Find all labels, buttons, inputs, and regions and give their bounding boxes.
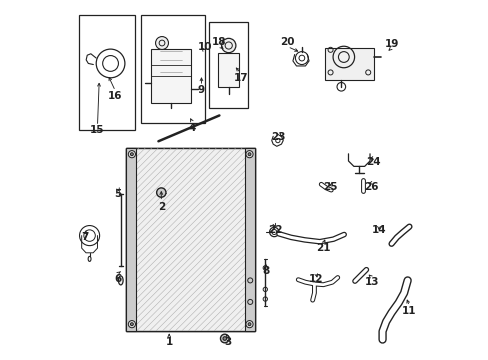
Bar (151, 49, 190, 103)
Circle shape (128, 320, 135, 328)
Text: 6: 6 (114, 274, 122, 284)
Circle shape (128, 150, 135, 158)
Text: 13: 13 (364, 277, 378, 287)
Bar (209, 22, 247, 108)
Text: 23: 23 (271, 132, 285, 142)
Circle shape (223, 337, 226, 340)
Bar (218, 53, 239, 87)
Text: 4: 4 (188, 123, 196, 133)
Circle shape (221, 39, 235, 53)
Bar (325, 48, 373, 80)
Text: 26: 26 (364, 182, 378, 192)
Text: 24: 24 (366, 157, 380, 167)
Text: 15: 15 (90, 125, 104, 135)
Text: 8: 8 (262, 266, 269, 276)
Ellipse shape (118, 276, 123, 285)
Text: 14: 14 (371, 225, 386, 235)
Text: 11: 11 (402, 306, 416, 316)
Text: 17: 17 (233, 73, 248, 83)
Text: 3: 3 (224, 337, 231, 347)
Circle shape (247, 323, 250, 325)
Bar (79, 15, 135, 130)
Text: 12: 12 (308, 274, 323, 284)
Circle shape (156, 188, 165, 197)
Circle shape (245, 320, 253, 328)
Bar (126, 148, 255, 330)
Bar (244, 148, 255, 330)
Circle shape (130, 153, 133, 156)
Circle shape (247, 153, 250, 156)
Bar (126, 148, 136, 330)
Bar (140, 15, 204, 123)
Text: 10: 10 (198, 42, 212, 52)
Text: 20: 20 (280, 37, 294, 47)
Text: 7: 7 (81, 232, 88, 242)
Text: 1: 1 (165, 337, 172, 347)
Text: 9: 9 (198, 85, 204, 95)
Text: 19: 19 (384, 39, 398, 49)
Text: 22: 22 (267, 225, 282, 235)
Text: 25: 25 (323, 182, 337, 192)
Circle shape (155, 37, 168, 49)
Circle shape (130, 323, 133, 325)
Text: 5: 5 (114, 189, 122, 199)
Text: 16: 16 (108, 91, 122, 101)
Text: 18: 18 (212, 37, 226, 47)
Circle shape (220, 334, 228, 343)
Circle shape (245, 150, 253, 158)
Text: 2: 2 (157, 202, 164, 212)
Bar (126, 148, 255, 330)
Text: 21: 21 (316, 243, 330, 253)
